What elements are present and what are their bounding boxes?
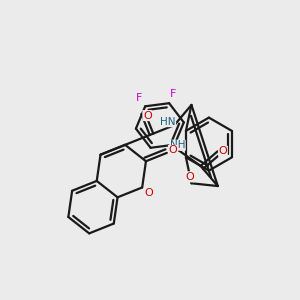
Text: O: O	[219, 146, 227, 156]
Text: F: F	[170, 89, 176, 99]
Text: O: O	[186, 172, 194, 182]
Text: O: O	[169, 146, 177, 155]
Text: F: F	[136, 93, 142, 103]
Text: NH: NH	[170, 140, 185, 150]
Text: HN: HN	[160, 117, 176, 127]
Text: O: O	[143, 111, 152, 121]
Text: O: O	[144, 188, 153, 198]
